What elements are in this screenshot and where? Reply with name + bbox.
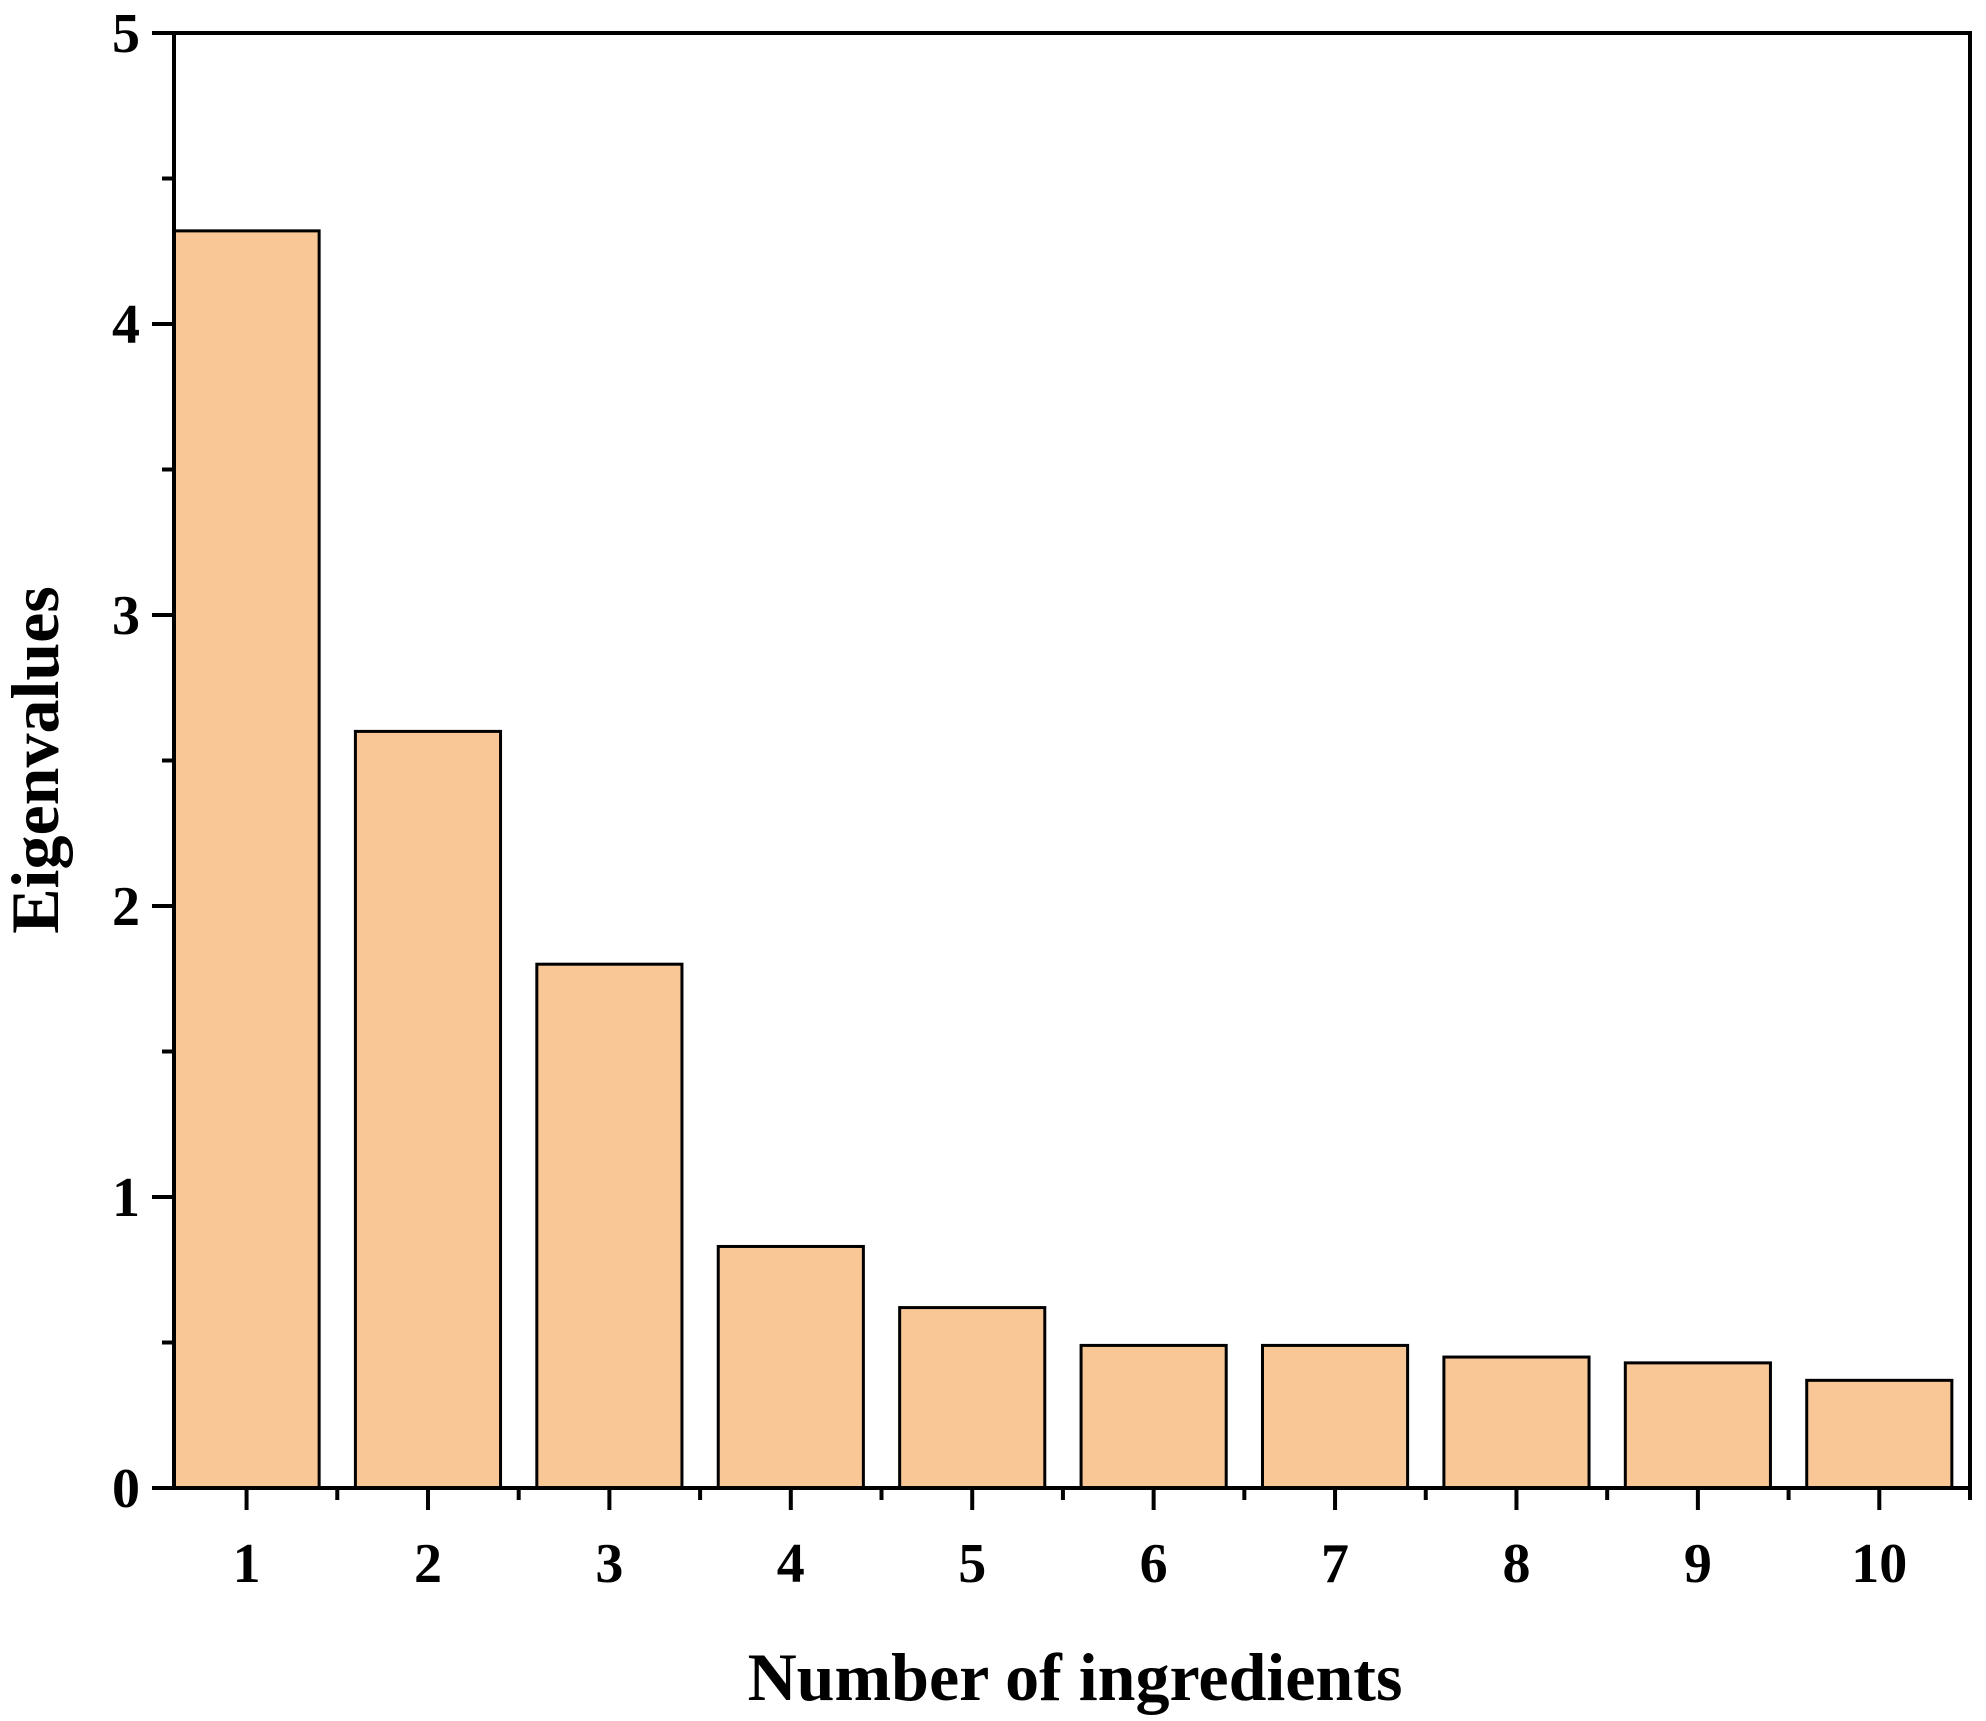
y-tick-label: 5 xyxy=(112,3,140,65)
bar-8 xyxy=(1442,1355,1591,1490)
x-tick-label: 8 xyxy=(1502,1533,1530,1595)
bar-2 xyxy=(353,729,503,1490)
x-tick-label: 3 xyxy=(595,1533,623,1595)
x-tick-label: 6 xyxy=(1140,1533,1168,1595)
y-axis-title: Eigenvalues xyxy=(0,586,73,934)
bar-6 xyxy=(1079,1343,1228,1490)
bar-1 xyxy=(172,229,321,1490)
x-tick-label: 4 xyxy=(777,1533,805,1595)
y-tick-label: 0 xyxy=(112,1458,140,1520)
y-axis-ticks: 0 1 2 3 4 5 xyxy=(112,3,174,1520)
bar-7 xyxy=(1260,1343,1410,1490)
y-tick-label: 2 xyxy=(112,876,140,938)
bar-10 xyxy=(1805,1378,1954,1490)
x-tick-label: 5 xyxy=(958,1533,986,1595)
bar-4 xyxy=(716,1244,865,1490)
x-tick-label: 10 xyxy=(1851,1533,1907,1595)
x-tick-label: 9 xyxy=(1684,1533,1712,1595)
bar-3 xyxy=(535,962,684,1490)
x-axis-title: Number of ingredients xyxy=(748,1639,1403,1715)
x-tick-label: 1 xyxy=(233,1533,261,1595)
bars-group xyxy=(172,229,1954,1490)
bar-9 xyxy=(1623,1361,1772,1490)
y-tick-label: 4 xyxy=(112,294,140,356)
bar-5 xyxy=(898,1306,1047,1490)
x-tick-label: 2 xyxy=(414,1533,442,1595)
x-tick-label: 7 xyxy=(1321,1533,1349,1595)
y-tick-label: 3 xyxy=(112,585,140,647)
x-axis-ticks: 1 2 3 4 5 6 7 8 9 10 xyxy=(233,1488,1972,1595)
y-tick-label: 1 xyxy=(112,1167,140,1229)
